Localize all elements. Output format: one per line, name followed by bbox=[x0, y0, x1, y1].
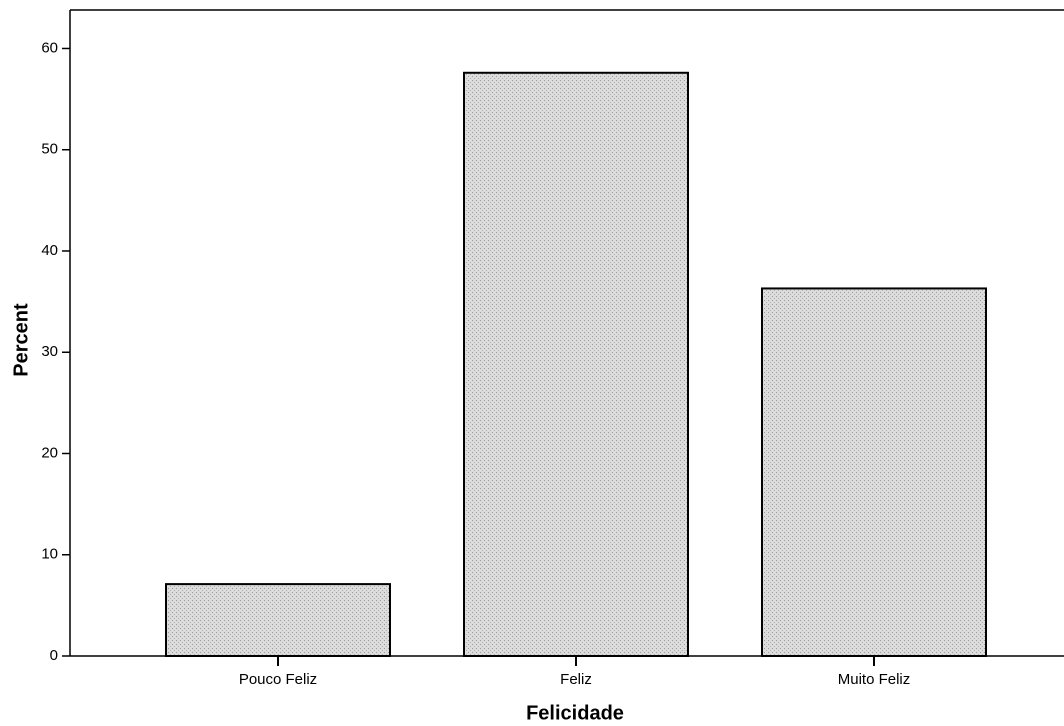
bar bbox=[463, 71, 689, 658]
y-tick-label: 40 bbox=[41, 242, 58, 259]
y-tick-label: 20 bbox=[41, 444, 58, 461]
x-axis-title: Felicidade bbox=[526, 702, 624, 724]
x-tick-label: Muito Feliz bbox=[838, 671, 911, 688]
y-tick-label: 10 bbox=[41, 546, 58, 563]
bar bbox=[165, 583, 391, 658]
y-tick-label: 0 bbox=[50, 647, 58, 664]
x-tick-label: Pouco Feliz bbox=[239, 671, 317, 688]
y-tick-label: 50 bbox=[41, 141, 58, 158]
y-axis-title: Percent bbox=[10, 303, 32, 377]
y-tick-label: 30 bbox=[41, 343, 58, 360]
x-tick-label: Feliz bbox=[560, 671, 592, 688]
y-tick-label: 60 bbox=[41, 39, 58, 56]
bar bbox=[761, 287, 987, 657]
